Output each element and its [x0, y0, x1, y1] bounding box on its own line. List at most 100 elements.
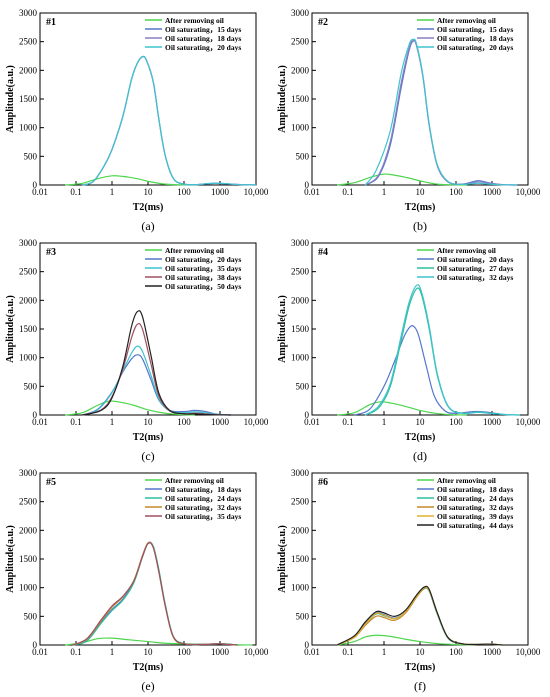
legend-entry: Oil saturating，39 days	[437, 512, 513, 521]
legend-entry: After removing oil	[165, 16, 224, 25]
legend-entry: Oil saturating，20 days	[165, 43, 241, 52]
x-tick-label: 10	[416, 647, 426, 657]
panel-id: #2	[318, 17, 328, 28]
x-tick-label: 10,000	[244, 187, 269, 197]
legend-entry: After removing oil	[165, 476, 224, 485]
x-tick-label: 10,000	[516, 417, 541, 427]
y-tick-label: 1500	[19, 554, 38, 564]
y-tick-label: 1000	[19, 353, 38, 363]
x-tick-label: 10,000	[244, 417, 269, 427]
x-tick-label: 1	[382, 187, 387, 197]
chart-panel-1: 0 500 1000 1500 2000 2500 3000 0.01 0.1 1 10 100 100…	[5, 8, 269, 233]
y-tick-label: 3000	[19, 468, 38, 478]
panel-id: #5	[46, 477, 56, 488]
y-tick-label: 0	[305, 410, 310, 420]
y-axis-label: Amplitude(a.u.)	[5, 65, 16, 133]
y-tick-label: 1500	[291, 324, 310, 334]
y-tick-label: 1500	[291, 94, 310, 104]
x-tick-label: 100	[177, 417, 191, 427]
x-axis-label: T2(ms)	[405, 432, 436, 443]
series-line	[72, 541, 238, 646]
series-line	[72, 541, 238, 646]
x-tick-label: 100	[449, 647, 463, 657]
y-axis-label: Amplitude(a.u.)	[5, 525, 16, 593]
series-line	[82, 55, 257, 186]
legend-entry: Oil saturating，44 days	[437, 521, 513, 530]
x-tick-label: 10	[144, 417, 154, 427]
x-tick-label: 10	[416, 187, 426, 197]
panel-caption: (e)	[141, 679, 154, 693]
panel-id: #1	[46, 17, 56, 28]
y-tick-label: 3000	[291, 468, 310, 478]
x-tick-label: 10	[416, 417, 426, 427]
y-tick-label: 0	[33, 180, 38, 190]
series-line	[72, 542, 238, 646]
x-tick-label: 0.1	[70, 187, 81, 197]
y-tick-label: 2500	[19, 497, 38, 507]
y-tick-label: 500	[296, 381, 310, 391]
series-line	[336, 586, 503, 646]
series-line	[82, 55, 257, 186]
y-tick-label: 2000	[19, 65, 38, 75]
y-tick-label: 3000	[19, 8, 38, 18]
x-tick-label: 0.01	[304, 647, 320, 657]
x-tick-label: 1	[110, 647, 115, 657]
x-tick-label: 1	[110, 417, 115, 427]
legend-entry: Oil saturating，24 days	[165, 494, 241, 503]
legend-entry: Oil saturating，20 days	[437, 255, 513, 264]
y-tick-label: 1500	[291, 554, 310, 564]
y-tick-label: 0	[305, 640, 310, 650]
y-tick-label: 2000	[291, 525, 310, 535]
y-tick-label: 2000	[291, 295, 310, 305]
x-tick-label: 100	[177, 187, 191, 197]
y-tick-label: 2000	[291, 65, 310, 75]
y-tick-label: 1500	[19, 324, 38, 334]
x-axis-label: T2(ms)	[405, 202, 436, 213]
series-line	[336, 586, 503, 646]
panel-id: #3	[46, 247, 56, 258]
y-tick-label: 1000	[19, 583, 38, 593]
legend-entry: Oil saturating，27 days	[437, 264, 513, 273]
legend-entry: Oil saturating，38 days	[165, 273, 241, 282]
y-tick-label: 2500	[19, 267, 38, 277]
y-tick-label: 1000	[291, 353, 310, 363]
x-axis-label: T2(ms)	[133, 662, 164, 673]
panel-caption: (f)	[414, 679, 426, 693]
y-tick-label: 2500	[291, 37, 310, 47]
series-line	[336, 587, 503, 646]
legend-entry: Oil saturating，18 days	[165, 34, 241, 43]
legend-entry: After removing oil	[437, 476, 496, 485]
y-tick-label: 500	[296, 151, 310, 161]
y-axis-label: Amplitude(a.u.)	[5, 295, 16, 363]
y-tick-label: 500	[24, 381, 38, 391]
chart-panel-4: 0 500 1000 1500 2000 2500 3000 0.01 0.1 1 10 100 100…	[277, 238, 541, 463]
series-line	[336, 586, 503, 646]
y-tick-label: 2000	[19, 295, 38, 305]
legend-entry: Oil saturating，32 days	[165, 503, 241, 512]
y-axis-label: Amplitude(a.u.)	[277, 65, 288, 133]
panel-caption: (b)	[413, 219, 427, 233]
x-tick-label: 1000	[483, 417, 502, 427]
x-tick-label: 10,000	[516, 647, 541, 657]
chart-panel-3: 0 500 1000 1500 2000 2500 3000 0.01 0.1 1 10 100 100…	[5, 238, 269, 463]
legend-entry: Oil saturating，32 days	[437, 273, 513, 282]
x-tick-label: 0.01	[304, 187, 320, 197]
x-tick-label: 0.1	[70, 417, 81, 427]
chart-panel-6: 0 500 1000 1500 2000 2500 3000 0.01 0.1 1 10 100 100…	[277, 468, 541, 693]
x-tick-label: 0.01	[32, 187, 48, 197]
y-tick-label: 2500	[19, 37, 38, 47]
legend-entry: After removing oil	[437, 246, 496, 255]
legend-entry: Oil saturating，18 days	[437, 485, 513, 494]
legend-entry: Oil saturating，15 days	[165, 25, 241, 34]
legend-entry: Oil saturating，20 days	[437, 43, 513, 52]
x-tick-label: 1000	[483, 187, 502, 197]
x-tick-label: 100	[449, 187, 463, 197]
series-line	[65, 400, 195, 416]
x-tick-label: 1	[382, 417, 387, 427]
y-tick-label: 500	[296, 611, 310, 621]
y-tick-label: 500	[24, 611, 38, 621]
legend-entry: Oil saturating，18 days	[437, 34, 513, 43]
y-axis-label: Amplitude(a.u.)	[277, 525, 288, 593]
legend-entry: Oil saturating，15 days	[437, 25, 513, 34]
legend-entry: Oil saturating，18 days	[165, 485, 241, 494]
